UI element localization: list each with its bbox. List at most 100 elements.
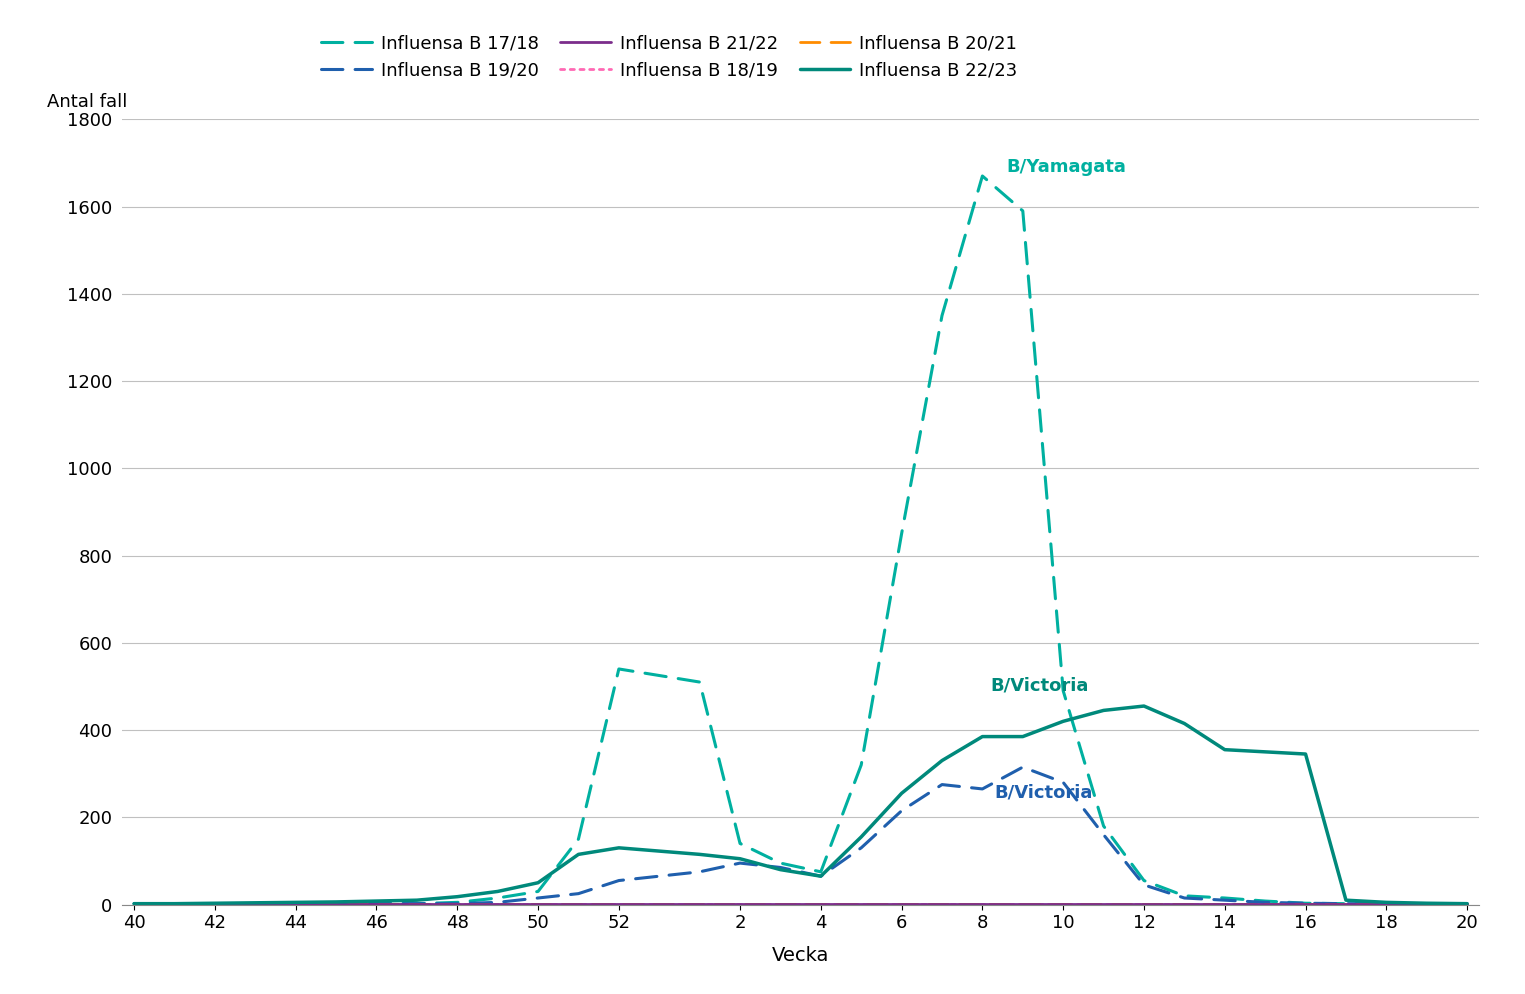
Influensa B 18/19 — [973, 898, 991, 910]
Influensa B 22/23 — [488, 886, 506, 898]
Influensa B 20/21 — [407, 898, 425, 910]
Influensa B 18/19 — [529, 898, 547, 910]
Influensa B 17/18 — [326, 898, 345, 910]
Influensa B 20/21 — [1377, 898, 1395, 910]
Influensa B 19/20 — [165, 898, 183, 910]
Influensa B 22/23 — [730, 853, 749, 865]
Influensa B 19/20 — [368, 898, 386, 910]
Influensa B 18/19 — [125, 898, 143, 910]
Influensa B 18/19 — [933, 898, 952, 910]
Influensa B 19/20 — [529, 892, 547, 904]
Influensa B 17/18 — [730, 838, 749, 850]
Influensa B 20/21 — [1135, 898, 1153, 910]
Influensa B 19/20 — [772, 862, 790, 874]
Influensa B 19/20 — [1135, 879, 1153, 891]
Influensa B 18/19 — [246, 898, 264, 910]
Influensa B 19/20 — [1176, 892, 1194, 904]
Influensa B 22/23 — [125, 898, 143, 910]
Influensa B 19/20 — [125, 898, 143, 910]
Influensa B 21/22 — [1095, 898, 1113, 910]
Influensa B 17/18 — [1054, 685, 1072, 697]
Influensa B 17/18 — [852, 759, 871, 771]
Influensa B 21/22 — [1215, 898, 1234, 910]
Influensa B 18/19 — [407, 898, 425, 910]
Influensa B 20/21 — [772, 898, 790, 910]
Influensa B 21/22 — [1054, 898, 1072, 910]
Influensa B 20/21 — [1095, 898, 1113, 910]
Influensa B 17/18 — [1418, 899, 1437, 911]
Influensa B 22/23 — [326, 896, 345, 908]
Influensa B 22/23 — [206, 898, 224, 910]
Influensa B 20/21 — [1257, 898, 1275, 910]
Influensa B 18/19 — [1095, 898, 1113, 910]
Influensa B 22/23 — [1215, 744, 1234, 755]
Influensa B 20/21 — [246, 898, 264, 910]
Influensa B 22/23 — [1418, 898, 1437, 910]
Influensa B 21/22 — [1418, 898, 1437, 910]
Text: B/Victoria: B/Victoria — [994, 783, 1093, 801]
Influensa B 20/21 — [165, 898, 183, 910]
Influensa B 22/23 — [691, 849, 709, 861]
Influensa B 20/21 — [125, 898, 143, 910]
Influensa B 21/22 — [448, 898, 467, 910]
Influensa B 21/22 — [368, 898, 386, 910]
Influensa B 18/19 — [1215, 898, 1234, 910]
Influensa B 18/19 — [1176, 898, 1194, 910]
Influensa B 20/21 — [852, 898, 871, 910]
Influensa B 17/18 — [772, 857, 790, 869]
Influensa B 19/20 — [933, 778, 952, 790]
Influensa B 19/20 — [246, 898, 264, 910]
Influensa B 22/23 — [569, 849, 587, 861]
Influensa B 20/21 — [1337, 898, 1356, 910]
Text: Antal fall: Antal fall — [47, 93, 128, 111]
Influensa B 17/18 — [1095, 820, 1113, 832]
Influensa B 22/23 — [1014, 731, 1032, 743]
Influensa B 21/22 — [852, 898, 871, 910]
Influensa B 21/22 — [287, 898, 305, 910]
Influensa B 17/18 — [448, 897, 467, 909]
Influensa B 20/21 — [529, 898, 547, 910]
Influensa B 21/22 — [1014, 898, 1032, 910]
X-axis label: Vecka: Vecka — [772, 946, 830, 965]
Influensa B 19/20 — [1014, 761, 1032, 773]
Influensa B 18/19 — [287, 898, 305, 910]
Influensa B 17/18 — [246, 898, 264, 910]
Influensa B 18/19 — [1135, 898, 1153, 910]
Influensa B 18/19 — [326, 898, 345, 910]
Influensa B 22/23 — [933, 754, 952, 766]
Influensa B 21/22 — [326, 898, 345, 910]
Influensa B 22/23 — [1257, 746, 1275, 757]
Influensa B 18/19 — [165, 898, 183, 910]
Influensa B 18/19 — [448, 898, 467, 910]
Influensa B 17/18 — [933, 310, 952, 322]
Influensa B 17/18 — [1257, 895, 1275, 907]
Influensa B 17/18 — [1377, 898, 1395, 910]
Influensa B 19/20 — [326, 898, 345, 910]
Influensa B 22/23 — [407, 895, 425, 907]
Influensa B 18/19 — [1377, 898, 1395, 910]
Influensa B 18/19 — [852, 898, 871, 910]
Influensa B 21/22 — [1257, 898, 1275, 910]
Influensa B 17/18 — [569, 833, 587, 845]
Influensa B 20/21 — [448, 898, 467, 910]
Influensa B 20/21 — [1176, 898, 1194, 910]
Influensa B 19/20 — [448, 898, 467, 910]
Influensa B 17/18 — [691, 676, 709, 688]
Influensa B 18/19 — [1337, 898, 1356, 910]
Influensa B 20/21 — [610, 898, 628, 910]
Influensa B 19/20 — [287, 898, 305, 910]
Line: Influensa B 22/23: Influensa B 22/23 — [134, 706, 1467, 904]
Influensa B 20/21 — [1418, 898, 1437, 910]
Influensa B 20/21 — [569, 898, 587, 910]
Influensa B 17/18 — [1014, 205, 1032, 217]
Influensa B 17/18 — [1215, 892, 1234, 904]
Influensa B 18/19 — [1296, 898, 1315, 910]
Influensa B 21/22 — [165, 898, 183, 910]
Influensa B 20/21 — [1054, 898, 1072, 910]
Influensa B 22/23 — [165, 898, 183, 910]
Influensa B 21/22 — [1296, 898, 1315, 910]
Influensa B 17/18 — [1337, 898, 1356, 910]
Influensa B 20/21 — [1215, 898, 1234, 910]
Influensa B 22/23 — [368, 895, 386, 907]
Influensa B 20/21 — [488, 898, 506, 910]
